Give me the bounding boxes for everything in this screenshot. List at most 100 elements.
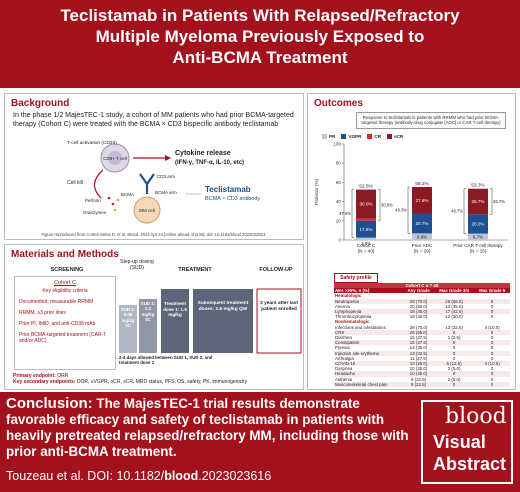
header-cell: AEs >20%, n (%): [334, 288, 404, 294]
bracket-left-label: 46.7%: [451, 209, 463, 214]
screening-label: SCREENING: [50, 267, 84, 273]
table-cell: 2 (5.0): [447, 366, 461, 372]
section-label: Hematologic: [335, 293, 362, 299]
table-cell: 0: [490, 376, 494, 382]
table-row: Constipation 15 (37.5) 0 0: [334, 340, 510, 346]
table-cell: 18 (45.0): [403, 309, 434, 315]
background-text: In the phase 1/2 MajesTEC-1 study, a coh…: [13, 112, 294, 128]
header-cell: Any Grade: [403, 288, 434, 294]
safety-table: Cohort C n = 40 AEs >20%, n (%) Any Grade M…: [334, 283, 510, 388]
cd3-arm-label: CD3 arm: [157, 174, 175, 179]
table-row: Musculoskeletal chest pain 9 (22.5) 0 0: [334, 381, 510, 388]
bcma-arm-label: BCMA arm: [155, 190, 177, 195]
table-cell: 0: [452, 355, 456, 361]
bcma-label: BCMA: [121, 192, 134, 197]
table-cell: 12 (30.0): [445, 314, 463, 320]
data-label: 26.7%: [471, 199, 484, 204]
table-cell: 11 (27.5): [409, 355, 428, 361]
dose-bars: [119, 288, 302, 354]
mm-cell-label: MM cell: [139, 208, 155, 213]
category-label: Prior ADC: [412, 243, 433, 248]
table-cell: 0: [490, 345, 494, 351]
bracket-left: [407, 186, 410, 234]
table-cell: 26 (65.0): [403, 329, 434, 336]
logo-line-2: Abstract: [433, 454, 507, 474]
category-label: (N = 15): [470, 249, 487, 254]
perforin-label: Perforin: [85, 198, 101, 203]
table-row: Neutropenia 28 (70.0) 26 (65.0) 0: [334, 298, 510, 304]
table-cell: 0: [474, 329, 510, 336]
table-cell: Headache: [334, 371, 404, 377]
sud1-text: SUD 1: 0.06 mg/kg SC: [120, 307, 136, 329]
table-cell: 0: [474, 350, 510, 356]
blood-visual-abstract-logo: blood Visual Abstract: [421, 400, 513, 484]
table-cell: 0: [490, 314, 494, 320]
table-cell: Thrombocytopenia: [335, 314, 372, 320]
y-tick-label: 60: [336, 180, 342, 185]
bracket-left-label: 47.5%: [339, 211, 351, 216]
bar-cr: [356, 218, 376, 221]
table-cell: 0: [474, 371, 510, 377]
table-cell: 0: [474, 381, 510, 388]
conclusion-text: Conclusion: The MajesTEC-1 trial results…: [6, 396, 410, 460]
table-row: Thrombocytopenia 18 (45.0) 12 (30.0) 0: [334, 314, 510, 319]
table-cell: Asthenia: [335, 376, 353, 382]
data-label: 30.0%: [359, 202, 372, 207]
table-cell: 28 (70.0): [409, 324, 428, 330]
bar-scr: [468, 188, 488, 215]
cohort-cell: Cohort C n = 40: [334, 283, 510, 289]
cell-kill-label: Cell kill: [67, 180, 83, 186]
eligibility-item: Documented, measurable RRMM: [19, 299, 94, 305]
table-cell: 0: [474, 340, 510, 346]
table-row: Injection site erythema 13 (32.5) 0 0: [334, 350, 510, 356]
logo-line-1: Visual: [433, 432, 486, 452]
title-line-3: Anti-BCMA Treatment: [172, 48, 348, 67]
table-row: Headache 10 (25.0) 0 0: [334, 371, 510, 377]
step-up-label: Step-up dosing (SUD): [120, 259, 154, 271]
outcomes-heading: Outcomes: [314, 98, 363, 109]
data-label: 6.9%: [417, 234, 427, 239]
total-label: 52.5%: [359, 184, 373, 190]
bracket-right-label: 30.0%: [381, 203, 393, 208]
conclusion-banner: Conclusion: The MajesTEC-1 trial results…: [0, 392, 520, 492]
table-cell: 1 (2.5): [447, 335, 461, 341]
logo-word: blood: [445, 404, 507, 429]
bar-pr: [412, 233, 432, 240]
sud2-text: SUD 2: 0.3 mg/kg SC: [140, 301, 156, 323]
y-tick-label: 0: [338, 238, 341, 243]
legend-item-cr: CR: [367, 134, 381, 139]
table-cell: 13 (32.5): [445, 324, 463, 330]
header-row: AEs >20%, n (%) Any Grade Max Grade 3/4 Max…: [334, 288, 510, 294]
primary-endpoint-label: Primary endpoint:: [13, 373, 56, 379]
bracket-right: [378, 189, 381, 222]
data-label: 17.5%: [359, 227, 372, 232]
table-cell: 0: [474, 309, 510, 315]
background-heading: Background: [11, 98, 70, 109]
table-cell: 10 (25.0): [403, 371, 434, 377]
section-row: Nonhematologic: [334, 319, 510, 324]
table-cell: COVID-19: [334, 361, 404, 367]
y-tick-label: 80: [336, 161, 342, 166]
cohort-c-label: Cohort C: [53, 280, 76, 286]
bracket-left: [463, 188, 466, 234]
outcomes-caption: Response to teclistamab in patients with…: [356, 112, 506, 129]
eligibility-item: Prior PI, IMiD, and anti-CD38 mAb: [19, 321, 96, 327]
category-label: Prior CAR T-cell therapy: [453, 243, 503, 248]
follow-up-text: 2 years after last patient enrolled: [260, 301, 298, 312]
section-label: Nonhematologic: [335, 319, 370, 325]
table-cell: 0: [433, 329, 475, 336]
materials-heading: Materials and Methods: [11, 249, 119, 260]
chart-legend: PR VGPR CR sCR: [322, 134, 512, 139]
table-cell: 4 (10.0): [484, 324, 500, 330]
table-cell: 10 (25.0): [409, 366, 428, 372]
bracket-left-label: 48.3%: [395, 208, 407, 213]
granule-dots: [107, 196, 120, 212]
table-cell: 15 (37.5): [403, 340, 434, 346]
table-row: Diarrhea 15 (37.5) 1 (2.5) 0: [334, 335, 510, 340]
table-row: Lymphopenia 18 (45.0) 17 (42.5) 0: [334, 309, 510, 315]
table-cell: 15 (37.5): [409, 335, 428, 341]
data-label: 6.7%: [473, 234, 483, 239]
citation: Touzeau et al. DOI: 10.1182/blood.202302…: [6, 469, 272, 483]
bar-pr: [468, 233, 488, 240]
interval-note: 2-4 days allowed between SUD 1, SUD 2, a…: [119, 355, 213, 366]
